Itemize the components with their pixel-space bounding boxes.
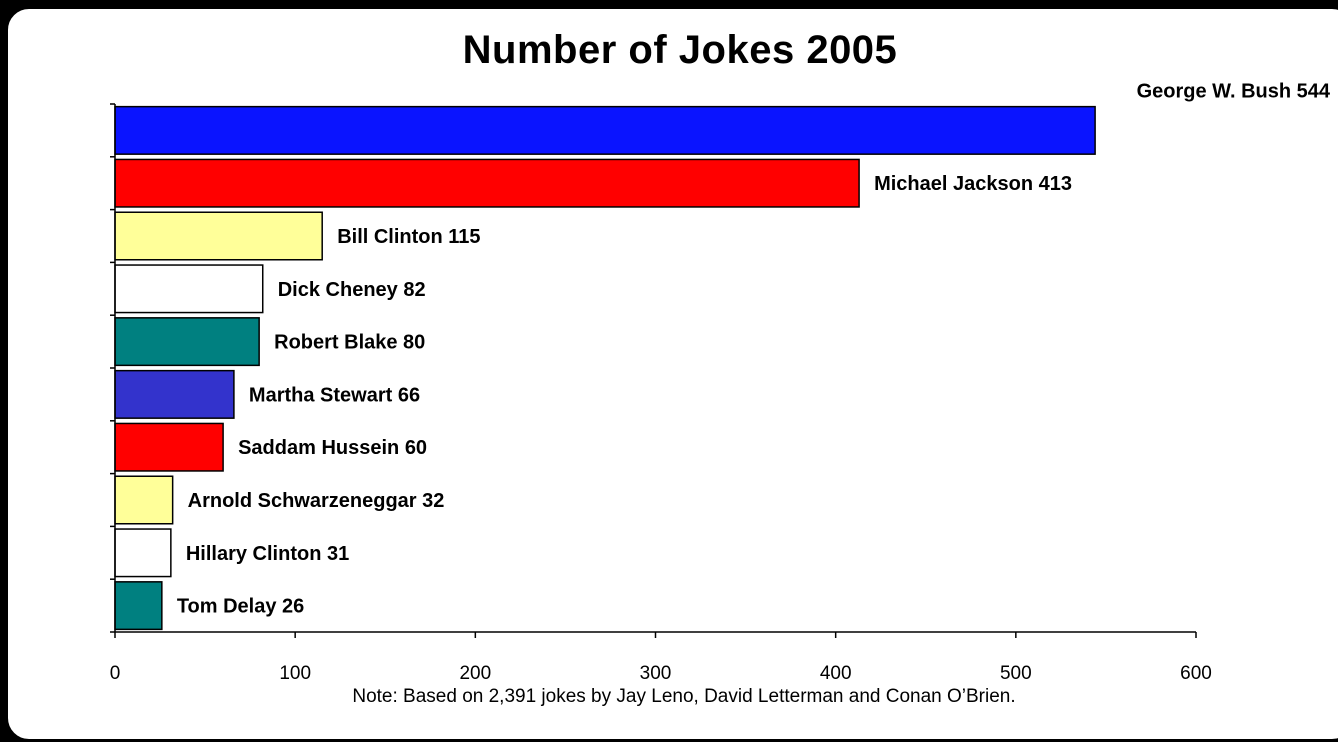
bar-michael-jackson (114, 158, 860, 208)
bar-saddam-hussein (114, 422, 224, 472)
x-tick-label: 600 (1180, 663, 1212, 684)
x-tick-label: 100 (279, 663, 311, 684)
bar-group (114, 105, 1096, 631)
x-tick-label: 400 (820, 663, 852, 684)
data-label: Tom Delay 26 (177, 596, 304, 618)
bar-george-w-bush (114, 105, 1096, 155)
x-tick-label: 0 (110, 663, 121, 684)
data-label-group: George W. Bush 544 Michael Jackson 413 Bil… (177, 81, 1331, 618)
x-tick-label: 200 (459, 663, 491, 684)
data-label: Saddam Hussein 60 (238, 437, 427, 459)
bar-bill-clinton (114, 211, 323, 261)
chart-note: Note: Based on 2,391 jokes by Jay Leno, … (352, 686, 1015, 707)
data-label: George W. Bush 544 (1137, 81, 1331, 103)
x-tick-group: 0 100 200 300 400 500 600 (110, 632, 1212, 684)
data-label: Michael Jackson 413 (874, 173, 1072, 195)
bar-martha-stewart (114, 369, 235, 419)
bar-hillary-clinton (114, 528, 172, 578)
data-label: Bill Clinton 115 (337, 226, 480, 248)
bar-arnold-schwarzeneggar (114, 475, 174, 525)
data-label: Robert Blake 80 (274, 332, 425, 354)
data-label: Martha Stewart 66 (249, 384, 420, 406)
bar-dick-cheney (114, 264, 264, 314)
data-label: Hillary Clinton 31 (186, 543, 349, 565)
chart-title: Number of Jokes 2005 (463, 28, 898, 72)
data-label: Dick Cheney 82 (278, 279, 426, 301)
x-tick-label: 500 (1000, 663, 1032, 684)
bar-tom-delay (114, 581, 163, 631)
bar-robert-blake (114, 317, 260, 367)
data-label: Arnold Schwarzeneggar 32 (188, 490, 445, 512)
bar-chart: Number of Jokes 2005 George W. Bush 544 M… (110, 28, 1331, 707)
x-tick-label: 300 (640, 663, 672, 684)
